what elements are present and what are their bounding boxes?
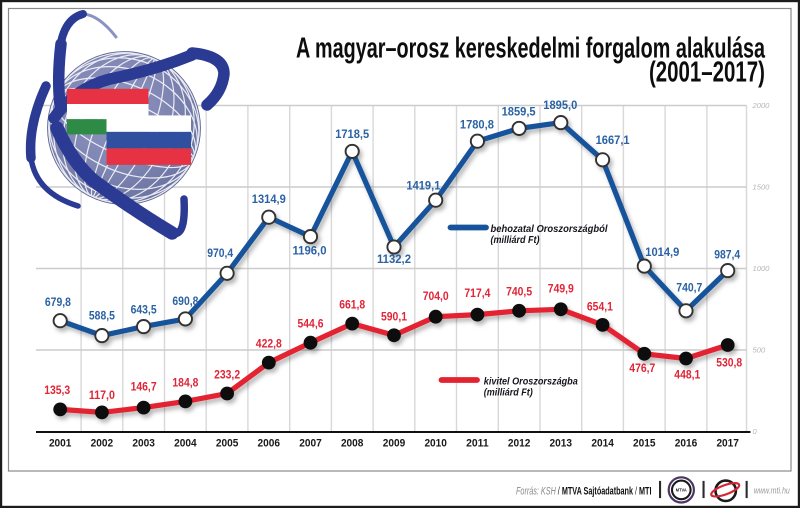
svg-text:476,7: 476,7 [629, 362, 655, 375]
svg-text:661,8: 661,8 [339, 299, 365, 312]
svg-text:2005: 2005 [216, 438, 239, 450]
svg-text:1667,1: 1667,1 [596, 134, 631, 147]
svg-text:1780,8: 1780,8 [460, 119, 495, 132]
svg-text:2011: 2011 [466, 438, 489, 450]
svg-text:2017: 2017 [716, 438, 739, 450]
svg-text:740,7: 740,7 [676, 282, 702, 295]
svg-text:2015: 2015 [633, 438, 656, 450]
svg-text:654,1: 654,1 [587, 301, 613, 314]
svg-text:717,4: 717,4 [464, 287, 490, 300]
svg-text:2013: 2013 [550, 438, 573, 450]
svg-text:2003: 2003 [132, 438, 155, 450]
svg-text:kivitel Oroszországba: kivitel Oroszországba [484, 377, 578, 388]
svg-text:740,5: 740,5 [506, 285, 532, 298]
svg-text:0: 0 [753, 427, 758, 436]
svg-text:2006: 2006 [258, 438, 281, 450]
svg-text:500: 500 [753, 346, 766, 355]
svg-text:1718,5: 1718,5 [335, 128, 370, 141]
svg-text:behozatal Oroszországból: behozatal Oroszországból [491, 224, 609, 235]
svg-text:2016: 2016 [675, 438, 698, 450]
svg-text:146,7: 146,7 [131, 380, 157, 393]
svg-text:2002: 2002 [91, 438, 114, 450]
svg-text:2001: 2001 [49, 438, 72, 450]
svg-text:2000: 2000 [752, 101, 771, 110]
svg-text:1196,0: 1196,0 [293, 244, 327, 257]
svg-text:1500: 1500 [753, 183, 771, 192]
svg-text:Forrás: KSH / MTVA Sajtóadatba: Forrás: KSH / MTVA Sajtóadatbank / MTI [516, 485, 651, 497]
svg-text:588,5: 588,5 [89, 310, 115, 323]
svg-text:2012: 2012 [508, 438, 531, 450]
svg-text:1014,9: 1014,9 [645, 246, 680, 259]
svg-text:704,0: 704,0 [423, 290, 449, 303]
svg-text:970,4: 970,4 [207, 247, 233, 260]
svg-text:(milliárd Ft): (milliárd Ft) [484, 388, 533, 399]
svg-text:590,1: 590,1 [381, 310, 407, 323]
svg-text:1000: 1000 [753, 264, 771, 273]
svg-text:1132,2: 1132,2 [377, 253, 411, 266]
svg-text:2004: 2004 [174, 438, 197, 450]
svg-text:1859,5: 1859,5 [502, 106, 537, 119]
svg-text:(milliárd Ft): (milliárd Ft) [491, 235, 540, 246]
svg-text:422,8: 422,8 [256, 338, 282, 351]
svg-text:A magyar–orosz kereskedelmi fo: A magyar–orosz kereskedelmi forgalom ala… [296, 33, 766, 65]
svg-text:2008: 2008 [341, 438, 364, 450]
svg-text:117,0: 117,0 [89, 389, 115, 402]
svg-text:MTVA: MTVA [676, 488, 687, 493]
svg-text:2010: 2010 [424, 438, 447, 450]
svg-text:690,8: 690,8 [172, 295, 198, 308]
svg-text:544,6: 544,6 [298, 318, 324, 331]
svg-text:448,1: 448,1 [674, 368, 700, 381]
svg-text:530,8: 530,8 [716, 357, 742, 370]
svg-text:1895,0: 1895,0 [543, 99, 577, 112]
svg-text:1314,9: 1314,9 [252, 193, 287, 206]
svg-text:184,8: 184,8 [172, 376, 198, 389]
svg-text:2007: 2007 [299, 438, 322, 450]
svg-text:643,5: 643,5 [131, 304, 157, 317]
svg-text:749,9: 749,9 [548, 282, 574, 295]
svg-text:987,4: 987,4 [714, 249, 740, 262]
svg-text:www.mti.hu: www.mti.hu [754, 485, 790, 495]
svg-text:2009: 2009 [383, 438, 406, 450]
svg-text:1419,1: 1419,1 [406, 179, 441, 192]
svg-text:679,8: 679,8 [45, 296, 71, 309]
svg-text:2014: 2014 [591, 438, 614, 450]
svg-text:135,3: 135,3 [44, 384, 70, 397]
svg-text:(2001–2017): (2001–2017) [649, 56, 765, 88]
svg-text:233,2: 233,2 [214, 369, 240, 382]
